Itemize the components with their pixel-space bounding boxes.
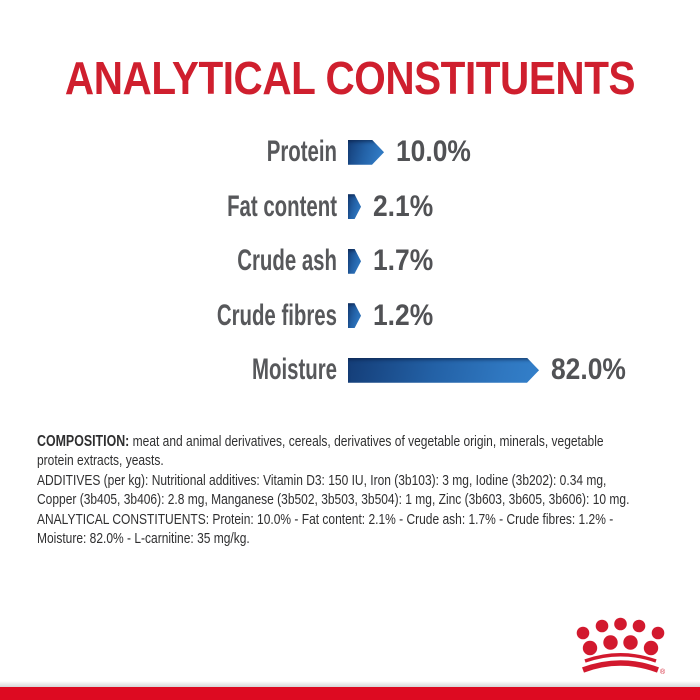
value-arrow-bar [348, 303, 361, 328]
registered-trademark: ® [660, 668, 666, 676]
info-line-text: ANALYTICAL CONSTITUENTS: Protein: 10.0% … [37, 510, 614, 528]
info-line: ANALYTICAL CONSTITUENTS: Protein: 10.0% … [37, 510, 629, 529]
crown-dot [582, 640, 598, 656]
crown-dot [643, 640, 659, 656]
bar-track [348, 194, 361, 219]
info-line-bold-label: COMPOSITION: [37, 433, 130, 450]
bar-track [348, 140, 384, 165]
chart-row: Protein 10.0% [0, 125, 700, 180]
chart-row: Crude ash 1.7% [0, 234, 700, 289]
info-line: protein extracts, yeasts. [37, 451, 629, 470]
bar-label: Protein [266, 135, 337, 169]
info-line-text: Copper (3b405, 3b406): 2.8 mg, Manganese… [37, 491, 630, 509]
bar-track [348, 249, 361, 274]
crown-dot [595, 619, 609, 633]
bar-value: 1.2% [373, 298, 434, 332]
page-title: ANALYTICAL CONSTITUENTS [64, 51, 636, 104]
bar-label: Fat content [227, 189, 337, 223]
info-line: Copper (3b405, 3b406): 2.8 mg, Manganese… [37, 490, 629, 509]
crown-dot [576, 626, 590, 640]
info-line-text: meat and animal derivatives, cereals, de… [129, 433, 604, 450]
bar-value: 10.0% [396, 135, 471, 169]
crown-arc-thin [584, 653, 657, 663]
footer-shadow [0, 681, 700, 687]
info-line-text: protein extracts, yeasts. [37, 452, 164, 470]
footer-red-bar [0, 687, 700, 700]
info-line: Moisture: 82.0% - L-carnitine: 35 mg/kg. [37, 529, 629, 548]
crown-dot [623, 635, 638, 650]
chart-row: Moisture 82.0% [0, 343, 700, 398]
chart-row: Crude fibres 1.2% [0, 289, 700, 344]
bar-track [348, 358, 539, 383]
bar-label: Crude fibres [216, 298, 337, 332]
crown-arc-thick [582, 660, 659, 673]
value-arrow-bar [348, 249, 361, 274]
royal-canin-crown-logo: ® [576, 617, 666, 676]
info-line-text: Moisture: 82.0% - L-carnitine: 35 mg/kg. [37, 530, 250, 548]
bar-value: 82.0% [551, 353, 626, 387]
crown-dots [576, 617, 665, 656]
bar-value: 2.1% [373, 189, 434, 223]
bar-track [348, 303, 361, 328]
crown-dot [632, 619, 646, 633]
info-line-text: ADDITIVES (per kg): Nutritional additive… [37, 471, 607, 489]
info-line: ADDITIVES (per kg): Nutritional additive… [37, 471, 629, 490]
info-line: COMPOSITION: meat and animal derivatives… [37, 432, 629, 451]
bar-label: Crude ash [237, 244, 337, 278]
value-arrow-bar [348, 194, 361, 219]
composition-text-block: COMPOSITION: meat and animal derivatives… [37, 432, 700, 548]
value-arrow-bar [348, 140, 384, 165]
chart-row: Fat content 2.1% [0, 180, 700, 235]
bar-label: Moisture [251, 353, 337, 387]
constituents-chart: Protein 10.0% Fat content 2.1% Crude ash 1.7%… [0, 125, 700, 398]
bar-value: 1.7% [373, 244, 434, 278]
crown-dot [614, 617, 627, 631]
crown-dot [651, 626, 665, 640]
value-arrow-bar [348, 358, 539, 383]
crown-dot [603, 635, 618, 650]
